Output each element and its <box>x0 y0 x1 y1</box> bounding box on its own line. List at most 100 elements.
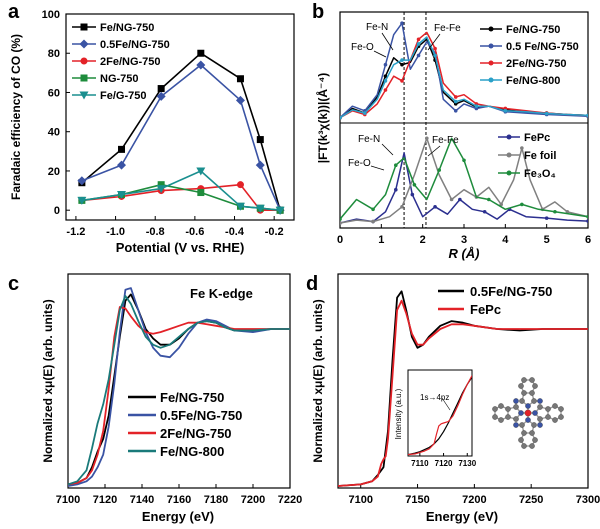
molecule-n-atom <box>525 417 531 423</box>
molecule-n-atom <box>513 422 519 428</box>
annotation-fe-o-top-arrow <box>373 50 387 58</box>
series-fe-o-point <box>394 163 398 167</box>
molecule-c-atom <box>518 383 524 389</box>
series-fepc-point <box>482 209 487 214</box>
series-fepc-point <box>586 219 588 223</box>
annotation-fe-o-top: Fe-O <box>351 42 374 53</box>
series-fe-g-750-point <box>196 167 206 176</box>
panel-c-x-tick-label: 7160 <box>167 494 191 506</box>
series-fe-foil-line <box>340 137 588 224</box>
series-2fe-ng-750-point <box>453 95 458 99</box>
series-fe-ng-750-point <box>157 85 165 93</box>
panel-c-x-tick-label: 7180 <box>204 494 228 506</box>
series-fepc-point <box>433 205 437 209</box>
panel-d-inset-annotation-arrow <box>441 397 451 411</box>
series-fe-ng-750-point <box>236 75 244 83</box>
series-fe-ng-800-point <box>363 111 367 115</box>
molecule-c-atom <box>519 422 525 428</box>
panel-d-inset-x-tick-label: 7110 <box>411 459 429 468</box>
panel-c-plot-area <box>68 287 290 487</box>
molecule-c-atom <box>531 422 537 428</box>
series-fe-foil-point <box>340 221 342 225</box>
panel-c-x-ticks: 7100 7120 7140 7160 7180 7200 7220 <box>56 484 302 506</box>
legend-fe-o-label: Fe₃O₄ <box>524 168 556 180</box>
series-0-5fe-ng-750-point <box>255 160 265 170</box>
panel-d-x-tick-label: 7300 <box>576 494 600 506</box>
series-fe-o-point <box>462 158 466 163</box>
panel-d-x-ticks: 7100 7150 7200 7250 7300 <box>348 484 600 506</box>
panel-a-x-ticks: -1.2 -1.0 -0.8 -0.6 -0.4 -0.2 <box>66 216 284 238</box>
legend-2fe-ng-750-label: 2Fe/NG-750 <box>506 58 567 70</box>
molecule-c-atom <box>532 383 538 389</box>
legend-fe-g-750-label: Fe/G-750 <box>100 90 146 102</box>
molecule-n-atom <box>525 403 531 409</box>
series-fe-o-point <box>412 183 417 187</box>
panel-d-inset-x-ticks: 7110 7120 7130 <box>411 453 477 468</box>
molecule-c-atom <box>529 430 535 436</box>
panel-c-edge-annotation: Fe K-edge <box>190 286 253 301</box>
molecule-c-atom <box>529 443 535 449</box>
legend-fe-ng-800-label: Fe/NG-800 <box>160 444 224 459</box>
series-fe-o-point <box>586 214 588 219</box>
panel-d-x-tick-label: 7100 <box>348 494 372 506</box>
series-fe-o-point <box>520 202 524 207</box>
panel-a-x-tick-label: -0.4 <box>225 226 245 238</box>
molecule-c-atom <box>505 406 511 412</box>
panel-b-x-tick-label: 3 <box>461 234 467 246</box>
series-fe-ng-800-point <box>474 104 479 108</box>
annotation-fe-n-bottom: Fe-N <box>358 134 380 145</box>
molecule-c-atom <box>513 404 519 410</box>
legend-0-5-fe-ng-750-label: 0.5 Fe/NG-750 <box>506 41 579 53</box>
panel-d-y-axis-label: Normalized xμ(E) (arb. units) <box>311 299 325 462</box>
panel-d-plot-area <box>338 290 588 487</box>
series-2fe-ng-750-point <box>416 37 421 42</box>
panel-a: a -1.2 -1.0 -0.8 -0.6 -0.4 -0.2 020406080100 … <box>8 1 295 255</box>
legend-fe-foil-label: Fe foil <box>524 150 556 162</box>
molecule-c-atom <box>529 377 535 383</box>
series-ng-750-point <box>157 181 165 189</box>
annotation-fe-fe-bottom: Fe-Fe <box>432 135 459 146</box>
series-fe-g-750-point <box>77 196 87 205</box>
panel-a-y-tick-label: 0 <box>54 205 60 217</box>
panel-d-inset: 7110 7120 7130 1s→4pz Intensity (a.u.) <box>394 369 477 468</box>
fepc-molecule-illustration <box>492 377 564 449</box>
series-fe-g-750-point <box>255 204 265 213</box>
legend-fe-foil-marker <box>506 152 512 158</box>
series-fe-ng-750-point <box>256 136 264 144</box>
legend-fe-ng-800-label: Fe/NG-800 <box>506 75 560 87</box>
panel-b-x-axis-label: R (Å) <box>448 246 479 261</box>
panel-b-bottom-legend: FePc Fe foil Fe₃O₄ <box>498 132 556 180</box>
panel-d-x-tick-label: 7250 <box>519 494 543 506</box>
panel-a-y-ticks: 0 20 40 60 80 100 <box>42 9 70 217</box>
series-fe-g-750-point <box>235 202 245 211</box>
legend-2fe-ng-750-marker <box>80 57 88 65</box>
legend-0-5fe-ng-750-marker <box>79 39 89 49</box>
panel-a-x-tick-label: -0.6 <box>185 226 204 238</box>
series-0-5fe-ng-750-point <box>77 176 87 186</box>
series-fe-ng-750-point <box>197 49 205 57</box>
series-fe-ng-800-point <box>586 113 588 118</box>
series-ng-750-point <box>197 189 205 197</box>
series-2fe-ng-750-point <box>433 46 437 51</box>
molecule-c-atom <box>513 416 519 422</box>
panel-a-x-tick-label: -0.8 <box>146 226 165 238</box>
series-fepc-point <box>458 197 462 202</box>
legend-fe-ng-750-label: Fe/NG-750 <box>100 22 154 34</box>
annotation-fe-n-top-arrow <box>381 32 394 51</box>
annotation-fe-o-bottom: Fe-O <box>348 158 371 169</box>
panel-c-x-axis-label: Energy (eV) <box>142 509 214 524</box>
series-fepc-line <box>338 299 588 487</box>
series-fe-o-line <box>340 137 588 220</box>
panel-b-y-axis-label: |FT(k³χ(k))|(Å⁻⁴) <box>315 73 330 164</box>
series-fe-ng-800-point <box>503 108 508 113</box>
legend-0-5fe-ng-750-label: 0.5Fe/NG-750 <box>160 408 242 423</box>
series-fe-o-point <box>371 207 375 212</box>
annotation-fe-fe-bottom-arrow <box>427 145 441 157</box>
series-fepc-line <box>340 152 588 224</box>
annotation-fe-n-top: Fe-N <box>366 22 388 33</box>
panel-c-letter: c <box>8 273 19 295</box>
molecule-c-atom <box>498 403 504 409</box>
series-fe-ng-750-point <box>383 74 388 79</box>
series-0-5-fe-ng-750-point <box>416 53 421 58</box>
molecule-c-atom <box>532 437 538 443</box>
